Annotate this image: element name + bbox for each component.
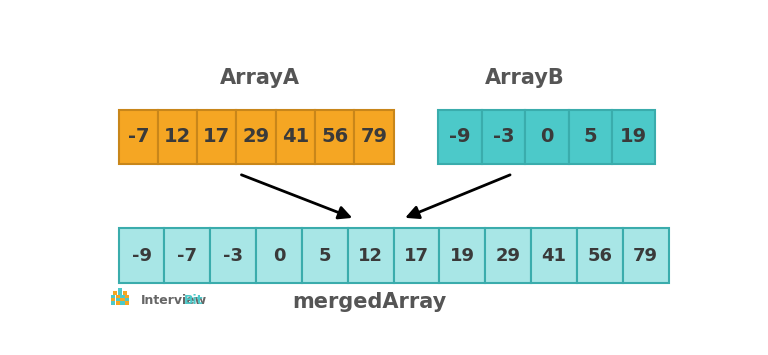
Text: -7: -7 <box>177 247 197 265</box>
FancyBboxPatch shape <box>256 229 302 283</box>
Text: 12: 12 <box>358 247 383 265</box>
Bar <box>125 295 129 299</box>
Bar <box>111 295 115 299</box>
Text: -9: -9 <box>131 247 151 265</box>
Text: 19: 19 <box>450 247 475 265</box>
FancyBboxPatch shape <box>525 110 568 164</box>
Bar <box>111 301 115 305</box>
Text: 79: 79 <box>360 127 388 146</box>
Text: 79: 79 <box>633 247 658 265</box>
FancyBboxPatch shape <box>210 229 256 283</box>
FancyBboxPatch shape <box>439 110 482 164</box>
FancyBboxPatch shape <box>348 229 393 283</box>
Text: 0: 0 <box>273 247 285 265</box>
FancyBboxPatch shape <box>302 229 348 283</box>
Bar <box>116 298 120 302</box>
Text: Bit: Bit <box>184 294 204 307</box>
Bar <box>116 301 120 305</box>
FancyBboxPatch shape <box>315 110 354 164</box>
Bar <box>111 298 115 302</box>
FancyBboxPatch shape <box>276 110 315 164</box>
Text: 19: 19 <box>621 127 647 146</box>
FancyBboxPatch shape <box>577 229 623 283</box>
FancyBboxPatch shape <box>354 110 393 164</box>
Text: 29: 29 <box>495 247 521 265</box>
Text: 56: 56 <box>588 247 612 265</box>
Text: 41: 41 <box>541 247 567 265</box>
FancyBboxPatch shape <box>439 229 485 283</box>
Bar <box>123 291 127 295</box>
Text: 17: 17 <box>204 127 230 146</box>
FancyBboxPatch shape <box>568 110 612 164</box>
Bar <box>125 298 129 302</box>
FancyBboxPatch shape <box>482 110 525 164</box>
Bar <box>113 291 118 295</box>
FancyBboxPatch shape <box>623 229 669 283</box>
Bar <box>121 301 124 305</box>
Text: 29: 29 <box>243 127 270 146</box>
FancyBboxPatch shape <box>485 229 531 283</box>
Text: mergedArray: mergedArray <box>293 292 447 312</box>
Text: -3: -3 <box>492 127 514 146</box>
Bar <box>116 295 120 299</box>
FancyBboxPatch shape <box>118 110 158 164</box>
Bar <box>118 291 122 295</box>
Bar <box>125 301 129 305</box>
Text: 12: 12 <box>164 127 191 146</box>
FancyBboxPatch shape <box>237 110 276 164</box>
Text: 17: 17 <box>404 247 429 265</box>
Text: 5: 5 <box>584 127 598 146</box>
Bar <box>121 298 124 302</box>
FancyBboxPatch shape <box>197 110 237 164</box>
Text: ArrayB: ArrayB <box>485 68 564 88</box>
Text: -9: -9 <box>449 127 471 146</box>
Text: -3: -3 <box>223 247 243 265</box>
Bar <box>121 295 124 299</box>
FancyBboxPatch shape <box>158 110 197 164</box>
Text: 56: 56 <box>321 127 349 146</box>
Text: 41: 41 <box>282 127 309 146</box>
Bar <box>118 288 122 292</box>
FancyBboxPatch shape <box>164 229 210 283</box>
Text: -7: -7 <box>127 127 149 146</box>
FancyBboxPatch shape <box>612 110 656 164</box>
FancyBboxPatch shape <box>531 229 577 283</box>
Text: Interview: Interview <box>141 294 207 307</box>
FancyBboxPatch shape <box>393 229 439 283</box>
Text: 0: 0 <box>540 127 554 146</box>
Text: 5: 5 <box>319 247 331 265</box>
FancyBboxPatch shape <box>118 229 164 283</box>
Text: ArrayA: ArrayA <box>220 68 300 88</box>
